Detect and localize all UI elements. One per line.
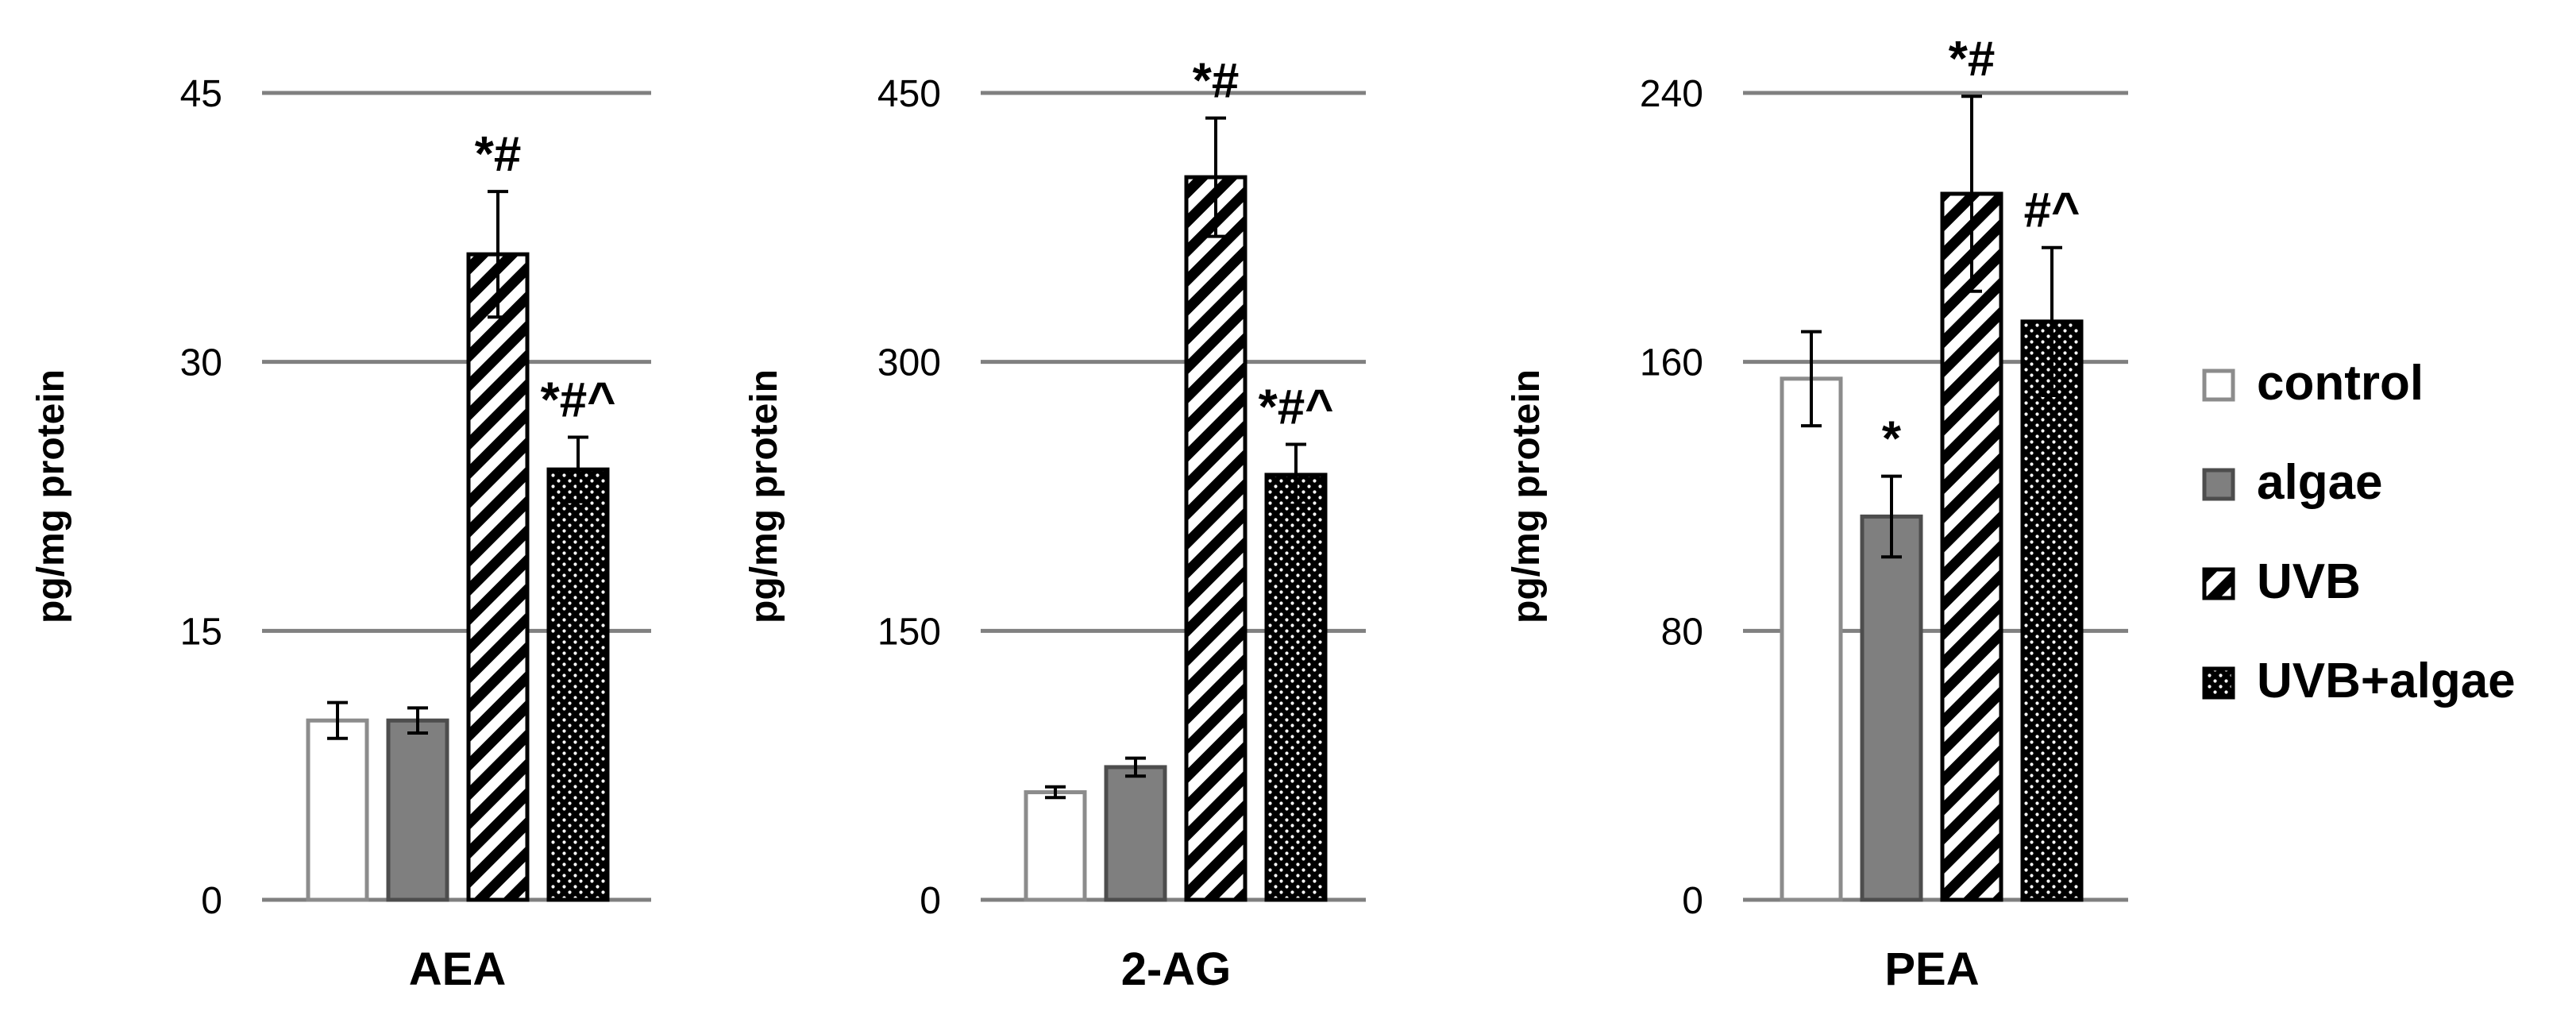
legend-swatch bbox=[2202, 567, 2235, 600]
bar-control bbox=[306, 718, 369, 902]
bar-uvb bbox=[1940, 191, 2003, 902]
chart-panel-pea: 0 80 160 240 pg/mg protein * *# #^ PEA bbox=[1506, 32, 2128, 995]
y-tick-label: 160 bbox=[1640, 342, 1703, 384]
error-bar bbox=[1801, 330, 1822, 428]
legend-item-uvb: UVB bbox=[2202, 554, 2361, 609]
significance-label: #^ bbox=[2024, 183, 2080, 238]
error-bar bbox=[1125, 756, 1146, 778]
y-tick-label: 15 bbox=[180, 611, 222, 653]
bar-uvb bbox=[1184, 175, 1248, 902]
bar-uvb bbox=[466, 252, 530, 902]
bar-uvb-algae bbox=[546, 467, 610, 902]
bar-algae bbox=[1860, 514, 1923, 902]
legend-label: control bbox=[2257, 356, 2424, 411]
error-bar bbox=[1205, 116, 1226, 238]
error-bar bbox=[2042, 245, 2062, 397]
x-category-label: PEA bbox=[1884, 943, 1979, 995]
y-tick-label: 150 bbox=[877, 611, 941, 653]
legend-item-control: control bbox=[2202, 356, 2424, 411]
y-tick-label: 240 bbox=[1640, 73, 1703, 115]
legend-swatch bbox=[2202, 369, 2235, 402]
y-tick-label: 0 bbox=[1682, 880, 1703, 922]
error-bar bbox=[488, 190, 508, 319]
significance-label: *#^ bbox=[1259, 380, 1334, 435]
significance-label: *# bbox=[1193, 54, 1240, 109]
bar-uvb-algae bbox=[1264, 473, 1328, 902]
legend-label: UVB+algae bbox=[2257, 654, 2516, 708]
legend-item-algae: algae bbox=[2202, 455, 2383, 510]
error-bar bbox=[568, 435, 588, 504]
legend-label: algae bbox=[2257, 455, 2383, 510]
legend-item-uvb-algae: UVB+algae bbox=[2202, 654, 2516, 708]
error-bar bbox=[1961, 95, 1982, 293]
significance-label: * bbox=[1882, 412, 1902, 467]
bar-control bbox=[1780, 376, 1843, 902]
legend-label: UVB bbox=[2257, 554, 2361, 609]
y-axis-label: pg/mg protein bbox=[30, 369, 72, 623]
y-tick-label: 30 bbox=[180, 342, 222, 384]
error-bar bbox=[327, 700, 348, 740]
y-axis-label: pg/mg protein bbox=[743, 369, 785, 623]
bar-algae bbox=[386, 718, 449, 902]
y-tick-label: 80 bbox=[1661, 611, 1703, 653]
error-bar bbox=[407, 706, 428, 735]
legend-swatch bbox=[2202, 666, 2235, 700]
bar-algae bbox=[1104, 765, 1167, 902]
y-tick-label: 450 bbox=[877, 73, 941, 115]
y-axis-label: pg/mg protein bbox=[1506, 369, 1548, 623]
x-category-label: 2-AG bbox=[1121, 943, 1232, 995]
y-tick-label: 0 bbox=[920, 880, 941, 922]
error-bar bbox=[1881, 474, 1902, 559]
y-tick-label: 0 bbox=[201, 880, 222, 922]
significance-label: *#^ bbox=[541, 372, 616, 427]
bar-uvb-algae bbox=[2020, 319, 2084, 902]
legend: control algae UVB UVB+algae bbox=[2202, 356, 2516, 708]
chart-panel-aea: 0 15 30 45 pg/mg protein *# *#^ AEA bbox=[30, 73, 651, 995]
error-bar bbox=[1286, 442, 1306, 507]
x-category-label: AEA bbox=[409, 943, 506, 995]
significance-label: *# bbox=[1949, 32, 1996, 87]
significance-label: *# bbox=[475, 127, 522, 182]
bar-control bbox=[1024, 790, 1087, 902]
legend-swatch bbox=[2202, 468, 2235, 501]
error-bar bbox=[1045, 785, 1066, 800]
y-tick-label: 45 bbox=[180, 73, 222, 115]
y-tick-label: 300 bbox=[877, 342, 941, 384]
chart-panel-2-ag: 0 150 300 450 pg/mg protein *# *#^ 2-AG bbox=[743, 54, 1366, 995]
